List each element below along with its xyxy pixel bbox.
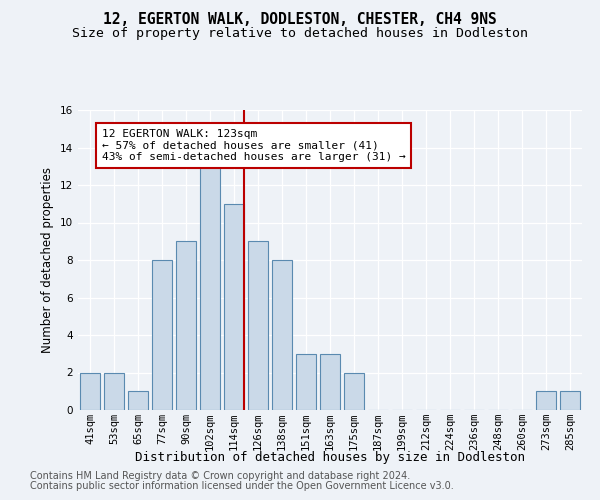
Bar (272, 260, 292, 410)
Text: Size of property relative to detached houses in Dodleston: Size of property relative to detached ho… (72, 28, 528, 40)
Bar (152, 260, 172, 410)
Bar (80, 372, 100, 410)
Text: Distribution of detached houses by size in Dodleston: Distribution of detached houses by size … (135, 451, 525, 464)
Bar (344, 372, 364, 410)
Bar (200, 166, 220, 410)
Text: 12 EGERTON WALK: 123sqm
← 57% of detached houses are smaller (41)
43% of semi-de: 12 EGERTON WALK: 123sqm ← 57% of detache… (102, 128, 406, 162)
Text: 12, EGERTON WALK, DODLESTON, CHESTER, CH4 9NS: 12, EGERTON WALK, DODLESTON, CHESTER, CH… (103, 12, 497, 28)
Y-axis label: Number of detached properties: Number of detached properties (41, 167, 55, 353)
Bar (320, 354, 340, 410)
Bar (128, 391, 148, 410)
Bar (536, 391, 556, 410)
Bar (104, 372, 124, 410)
Text: Contains HM Land Registry data © Crown copyright and database right 2024.: Contains HM Land Registry data © Crown c… (30, 471, 410, 481)
Bar (296, 354, 316, 410)
Bar (560, 391, 580, 410)
Text: Contains public sector information licensed under the Open Government Licence v3: Contains public sector information licen… (30, 481, 454, 491)
Bar (224, 204, 244, 410)
Bar (176, 242, 196, 410)
Bar (248, 242, 268, 410)
